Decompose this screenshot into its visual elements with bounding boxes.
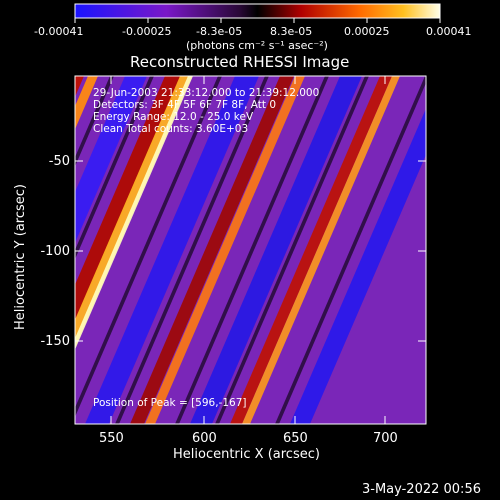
- image-band: [230, 76, 392, 424]
- image-band: [130, 76, 294, 424]
- image-band: [290, 108, 426, 424]
- footer-timestamp: 3-May-2022 00:56: [362, 482, 481, 497]
- plot-title: Reconstructed RHESSI Image: [130, 53, 350, 71]
- colorbar-tick-label: 8.3e-05: [270, 25, 313, 38]
- y-axis-label: Heliocentric Y (arcsec): [13, 184, 28, 330]
- image-band: [190, 76, 362, 424]
- image-band: [75, 76, 193, 350]
- x-tick-label: 550: [99, 431, 124, 446]
- image-gap: [75, 76, 154, 260]
- rhessi-image: [75, 76, 426, 424]
- colorbar-units: (photons cm⁻² s⁻¹ asec⁻²): [186, 39, 328, 52]
- x-tick-label: 650: [283, 431, 308, 446]
- colorbar-tick-label: -8.3e-05: [196, 25, 243, 38]
- x-axis-label: Heliocentric X (arcsec): [173, 447, 320, 462]
- y-tick-label: -150: [40, 334, 70, 349]
- image-gap: [275, 76, 426, 424]
- y-tick-label: -100: [40, 244, 70, 259]
- image-band: [85, 76, 259, 424]
- image-gap: [75, 76, 222, 418]
- peak-position-annotation: Position of Peak = [596,-167]: [93, 397, 247, 409]
- image-gap: [115, 76, 269, 424]
- image-band: [75, 76, 98, 130]
- colorbar-tick-marks: [74, 18, 441, 23]
- image-band: [242, 76, 400, 424]
- image-band: [75, 76, 147, 244]
- image-gap: [175, 76, 329, 424]
- x-tick-marks: [110, 76, 386, 424]
- image-gap: [215, 76, 369, 424]
- image-band: [145, 76, 305, 424]
- x-tick-label: 600: [192, 431, 217, 446]
- detectors-annotation: Detectors: 3F 4F 5F 6F 7F 8F, Att 0: [93, 99, 277, 111]
- energy-range-annotation: Energy Range: 12.0 - 25.0 keV: [93, 111, 254, 123]
- plot-frame: [74, 75, 427, 425]
- image-gap: [75, 76, 114, 167]
- image-band: [75, 76, 84, 97]
- time-range-annotation: 29-Jun-2003 21:33:12.000 to 21:39:12.000: [93, 87, 320, 99]
- colorbar-tick-label: -0.00025: [122, 25, 172, 38]
- colorbar-tick-label: -0.00041: [34, 25, 84, 38]
- colorbar-tick-label: 0.00041: [426, 25, 472, 38]
- x-tick-label: 700: [373, 431, 398, 446]
- y-tick-label: -50: [48, 154, 70, 169]
- clean-counts-annotation: Clean Total counts: 3.60E+03: [93, 123, 249, 135]
- colorbar: [74, 3, 441, 19]
- y-tick-marks: [75, 160, 426, 342]
- colorbar-tick-label: 0.00025: [344, 25, 390, 38]
